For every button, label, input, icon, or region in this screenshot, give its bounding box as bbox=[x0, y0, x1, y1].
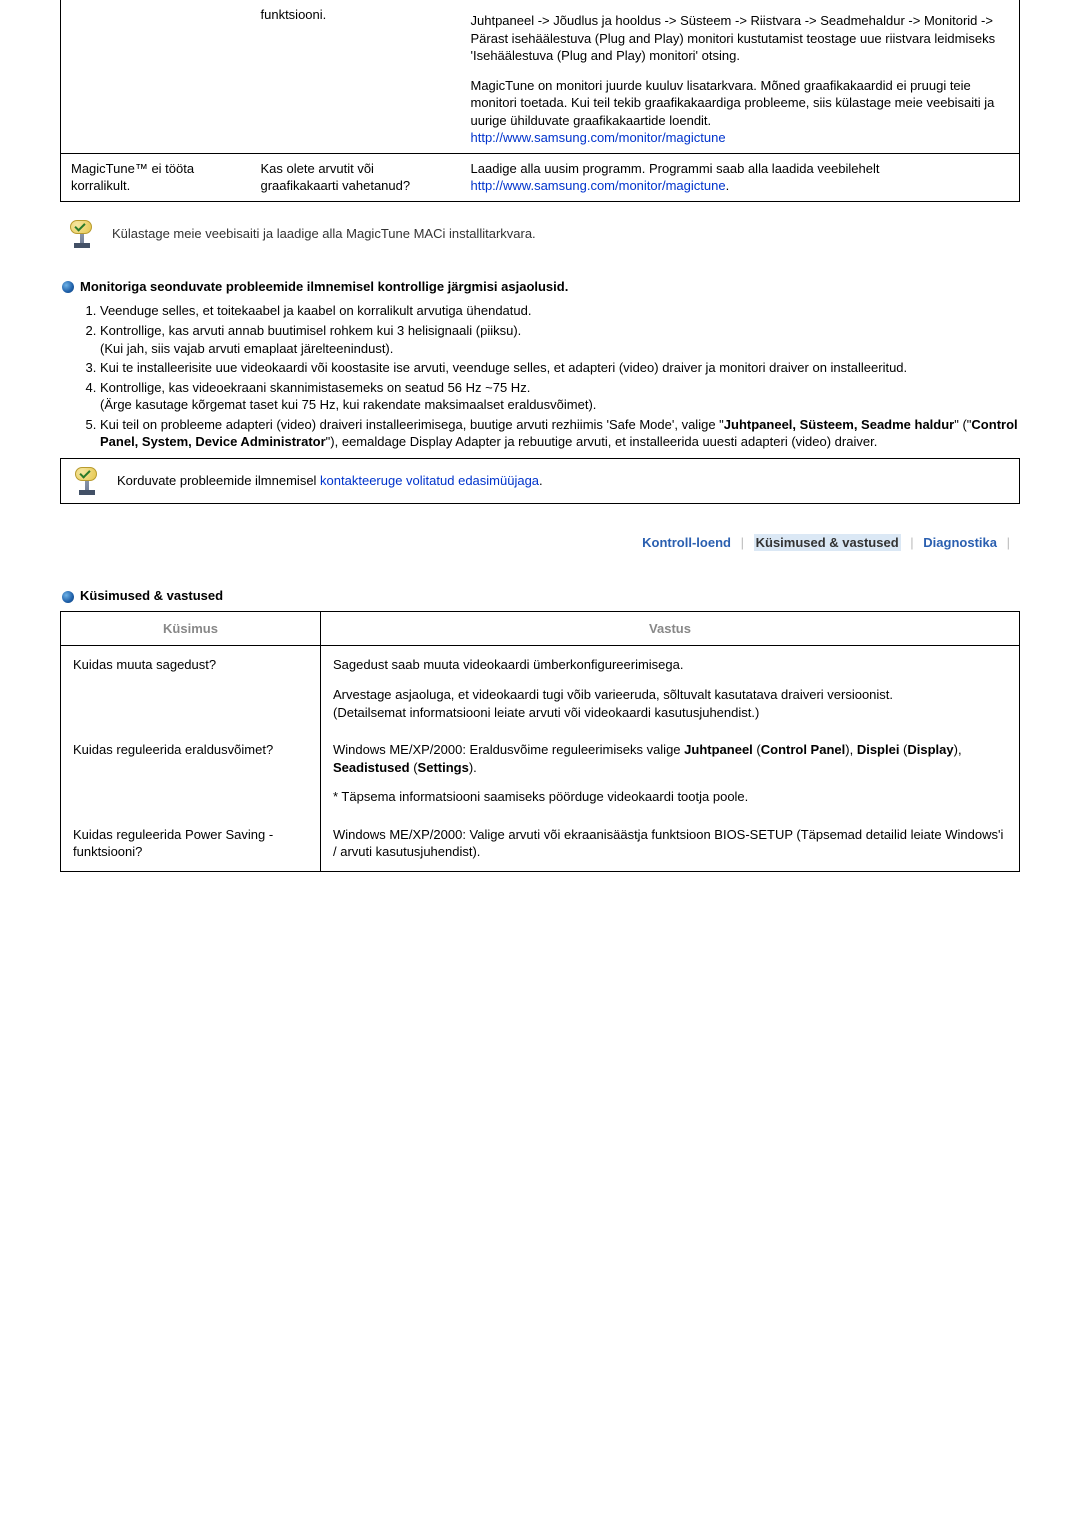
text: Kontrollige, kas arvuti annab buutimisel… bbox=[100, 323, 521, 338]
b: Settings bbox=[418, 760, 469, 775]
tab-bar: Kontroll-loend | Küsimused & vastused | … bbox=[60, 504, 1020, 572]
text: Kui te installeerisite uue videokaardi v… bbox=[100, 360, 907, 375]
b: Seadistused bbox=[333, 760, 410, 775]
b: Display bbox=[907, 742, 953, 757]
t: ), bbox=[845, 742, 857, 757]
contact-link[interactable]: kontakteeruge volitatud edasimüüjaga bbox=[320, 473, 539, 488]
a-cell: Windows ME/XP/2000: Eraldusvõime regulee… bbox=[321, 731, 1020, 816]
text: Laadige alla uusim programm. Programmi s… bbox=[471, 161, 880, 176]
text: funktsiooni. bbox=[261, 7, 327, 22]
text: MagicTune™ ei tööta korralikult. bbox=[71, 161, 194, 194]
col-question: Küsimus bbox=[61, 611, 321, 646]
text: (Ärge kasutage kõrgemat taset kui 75 Hz,… bbox=[100, 397, 596, 412]
note-text: Korduvate probleemide ilmnemisel kontakt… bbox=[117, 472, 543, 490]
text: Kuidas reguleerida Power Saving -funktsi… bbox=[73, 827, 273, 860]
cell-empty bbox=[61, 0, 251, 153]
b: Control Panel bbox=[761, 742, 846, 757]
tip-icon bbox=[73, 467, 101, 495]
divider: | bbox=[1001, 535, 1016, 550]
bold: Juhtpaneel, Süsteem, Seadme haldur bbox=[724, 417, 954, 432]
t: ( bbox=[753, 742, 761, 757]
text: * Täpsema informatsiooni saamiseks pöörd… bbox=[333, 788, 1007, 806]
magictune-table: funktsiooni. Juhtpaneel -> Jõudlus ja ho… bbox=[60, 0, 1020, 202]
text: Arvestage asjaoluga, et videokaardi tugi… bbox=[333, 686, 1007, 721]
note-box-2: Korduvate probleemide ilmnemisel kontakt… bbox=[60, 458, 1020, 504]
tab-kusimused[interactable]: Küsimused & vastused bbox=[754, 534, 901, 551]
text: "), eemaldage Display Adapter ja rebuuti… bbox=[326, 434, 878, 449]
text: Windows ME/XP/2000: Eraldusvõime regulee… bbox=[333, 741, 1007, 776]
dot: . bbox=[726, 178, 730, 193]
divider: | bbox=[904, 535, 919, 550]
text: Kui teil on probleeme adapteri (video) d… bbox=[100, 417, 724, 432]
list-item: Kontrollige, kas videoekraani skannimist… bbox=[100, 378, 1020, 415]
qa-section-title: Küsimused & vastused bbox=[60, 571, 1020, 611]
b: Juhtpaneel bbox=[684, 742, 753, 757]
text: MagicTune on monitori juurde kuuluv lisa… bbox=[471, 78, 995, 128]
qa-table: Küsimus Vastus Kuidas muuta sagedust? Sa… bbox=[60, 611, 1020, 872]
title-text: Küsimused & vastused bbox=[80, 588, 223, 603]
cell-desc: Juhtpaneel -> Jõudlus ja hooldus -> Süst… bbox=[461, 0, 1020, 153]
text: Korduvate probleemide ilmnemisel bbox=[117, 473, 320, 488]
list-item: Kui teil on probleeme adapteri (video) d… bbox=[100, 415, 1020, 452]
tab-diagnostika[interactable]: Diagnostika bbox=[923, 535, 997, 550]
t: ( bbox=[410, 760, 418, 775]
text: " (" bbox=[954, 417, 971, 432]
check-list: Veenduge selles, et toitekaabel ja kaabe… bbox=[60, 301, 1020, 451]
text: Kuidas muuta sagedust? bbox=[73, 657, 216, 672]
tab-kontroll[interactable]: Kontroll-loend bbox=[642, 535, 731, 550]
note-row-1: Külastage meie veebisaiti ja laadige all… bbox=[60, 202, 1020, 262]
list-item: Kontrollige, kas arvuti annab buutimisel… bbox=[100, 321, 1020, 358]
magictune-link-2[interactable]: http://www.samsung.com/monitor/magictune bbox=[471, 178, 726, 193]
bullet-icon bbox=[62, 281, 74, 293]
note-text: Külastage meie veebisaiti ja laadige all… bbox=[112, 225, 536, 243]
text: Veenduge selles, et toitekaabel ja kaabe… bbox=[100, 303, 531, 318]
magictune-link-1[interactable]: http://www.samsung.com/monitor/magictune bbox=[471, 130, 726, 145]
bullet-icon bbox=[62, 591, 74, 603]
cell-q: MagicTune™ ei tööta korralikult. bbox=[61, 153, 251, 201]
para2: MagicTune on monitori juurde kuuluv lisa… bbox=[471, 77, 1010, 147]
dot: . bbox=[539, 473, 543, 488]
list-item: Kui te installeerisite uue videokaardi v… bbox=[100, 358, 1020, 378]
divider: | bbox=[735, 535, 750, 550]
list-item: Veenduge selles, et toitekaabel ja kaabe… bbox=[100, 301, 1020, 321]
a-cell: Windows ME/XP/2000: Valige arvuti või ek… bbox=[321, 816, 1020, 872]
q-cell: Kuidas muuta sagedust? bbox=[61, 646, 321, 731]
text: (Kui jah, siis vajab arvuti emaplaat jär… bbox=[100, 341, 393, 356]
col-answer: Vastus bbox=[321, 611, 1020, 646]
monitor-section-title: Monitoriga seonduvate probleemide ilmnem… bbox=[60, 262, 1020, 302]
title-text: Monitoriga seonduvate probleemide ilmnem… bbox=[80, 279, 568, 294]
t: ), bbox=[954, 742, 962, 757]
t: Windows ME/XP/2000: Eraldusvõime regulee… bbox=[333, 742, 684, 757]
cell-func: funktsiooni. bbox=[251, 0, 461, 153]
b: Displei bbox=[857, 742, 900, 757]
text: Sagedust saab muuta videokaardi ümberkon… bbox=[333, 656, 1007, 674]
text: Kontrollige, kas videoekraani skannimist… bbox=[100, 380, 530, 395]
q-cell: Kuidas reguleerida Power Saving -funktsi… bbox=[61, 816, 321, 872]
tip-icon bbox=[68, 220, 96, 248]
t: ). bbox=[469, 760, 477, 775]
q-cell: Kuidas reguleerida eraldusvõimet? bbox=[61, 731, 321, 816]
text: Windows ME/XP/2000: Valige arvuti või ek… bbox=[333, 827, 1003, 860]
cell-a: Laadige alla uusim programm. Programmi s… bbox=[461, 153, 1020, 201]
text: Kas olete arvutit või graafikakaarti vah… bbox=[261, 161, 411, 194]
para1: Juhtpaneel -> Jõudlus ja hooldus -> Süst… bbox=[471, 12, 1010, 65]
a-cell: Sagedust saab muuta videokaardi ümberkon… bbox=[321, 646, 1020, 731]
text: Kuidas reguleerida eraldusvõimet? bbox=[73, 742, 273, 757]
cell-q2: Kas olete arvutit või graafikakaarti vah… bbox=[251, 153, 461, 201]
